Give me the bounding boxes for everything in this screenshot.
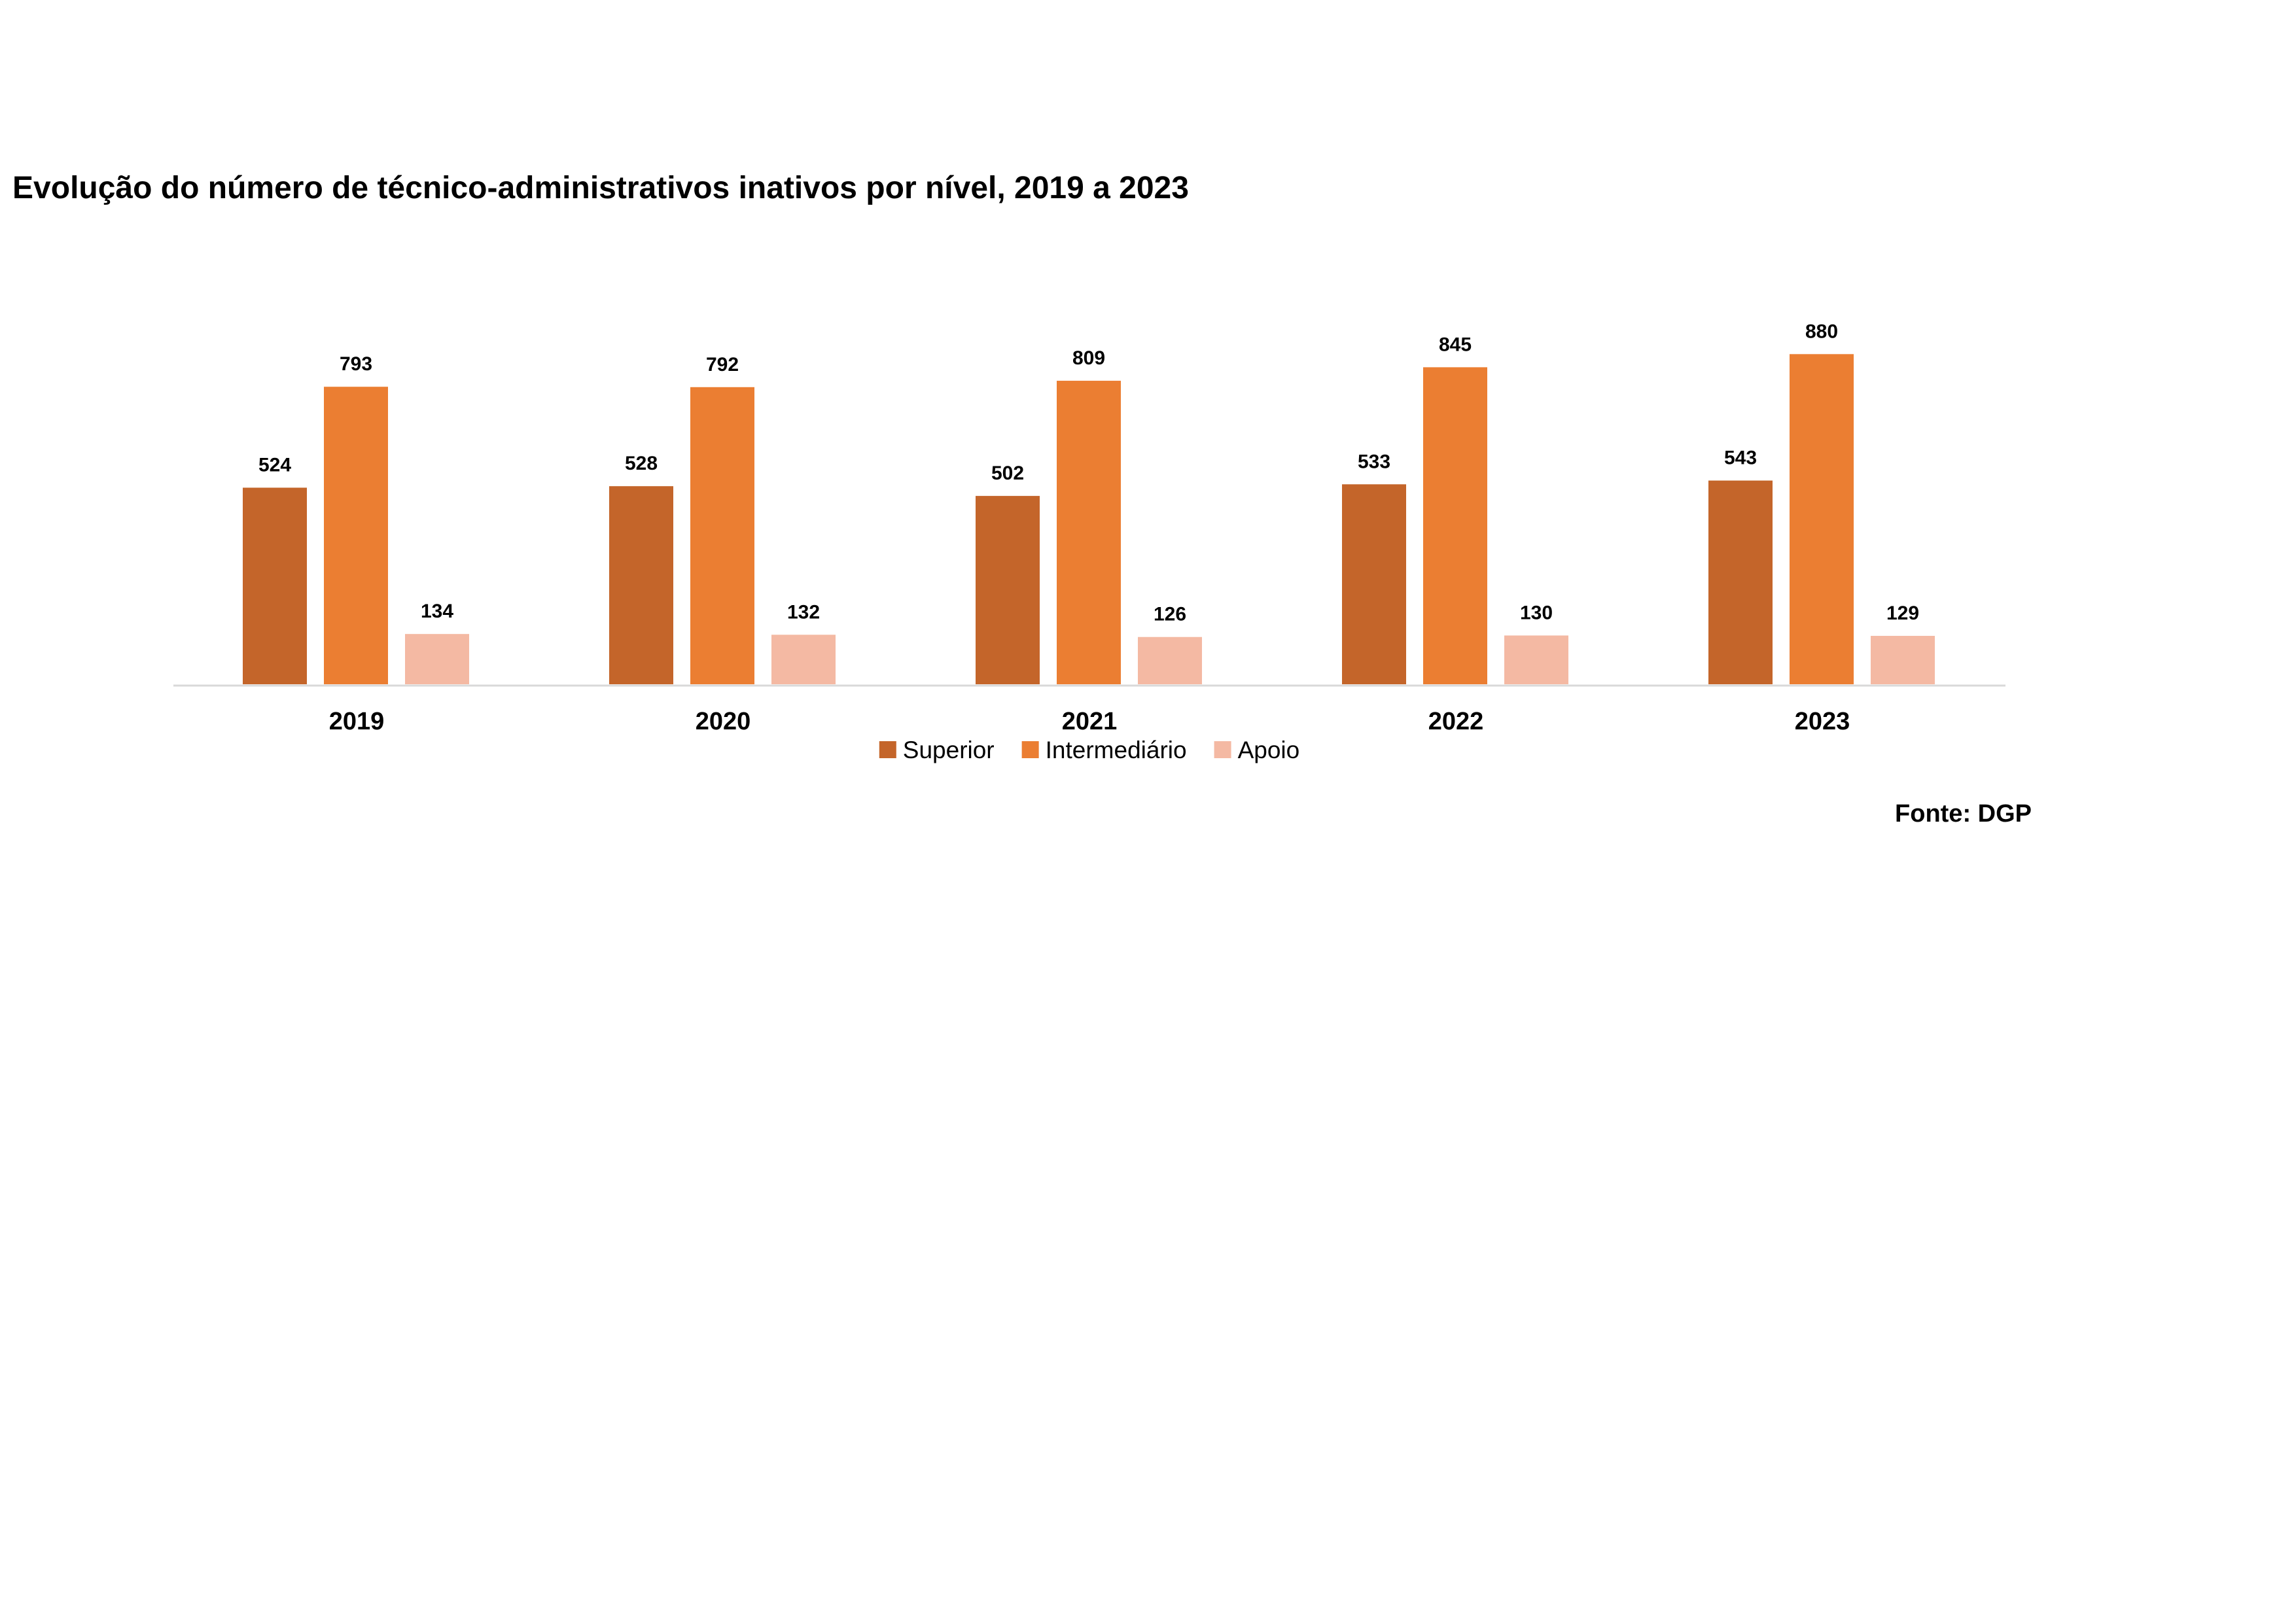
data-label-superior-2023: 543 [1724, 447, 1757, 469]
category-label-2022: 2022 [1428, 708, 1484, 735]
category-label-2019: 2019 [329, 708, 385, 735]
chart-title: Evolução do número de técnico-administra… [12, 171, 1189, 205]
legend-swatch-intermediario [1021, 741, 1039, 758]
bar-intermediario-2019 [324, 387, 388, 684]
bar-superior-2023 [1708, 480, 1773, 684]
legend-swatch-superior [879, 741, 896, 758]
data-label-superior-2022: 533 [1358, 451, 1390, 472]
data-label-apoio-2019: 134 [421, 601, 453, 622]
data-label-apoio-2021: 126 [1154, 604, 1186, 625]
bar-intermediario-2022 [1423, 367, 1487, 684]
bars-group: 524 793 134 528 792 132 502 809 126 533 845 130 543 8… [243, 321, 1935, 684]
data-label-intermediario-2020: 792 [706, 354, 739, 375]
legend-label-superior: Superior [903, 737, 995, 763]
data-label-intermediario-2021: 809 [1072, 347, 1105, 369]
legend: Superior Intermediário Apoio [879, 737, 1299, 763]
bar-apoio-2019 [405, 634, 469, 684]
bar-intermediario-2020 [690, 387, 754, 684]
bar-intermediario-2023 [1790, 354, 1854, 684]
data-label-superior-2021: 502 [991, 462, 1024, 484]
data-label-intermediario-2023: 880 [1805, 321, 1838, 342]
source-note: Fonte: DGP [1895, 800, 2032, 828]
bar-apoio-2021 [1138, 637, 1202, 684]
legend-swatch-apoio [1214, 741, 1231, 758]
legend-label-intermediario: Intermediário [1046, 737, 1187, 763]
bar-superior-2019 [243, 487, 307, 684]
data-label-superior-2020: 528 [625, 453, 658, 474]
data-label-apoio-2022: 130 [1520, 602, 1553, 623]
bar-superior-2022 [1342, 484, 1406, 684]
data-label-apoio-2023: 129 [1886, 602, 1919, 624]
data-label-intermediario-2019: 793 [340, 353, 372, 375]
bar-apoio-2023 [1871, 636, 1935, 684]
data-label-apoio-2020: 132 [787, 601, 820, 623]
data-label-superior-2019: 524 [258, 454, 291, 476]
bar-superior-2020 [609, 486, 673, 684]
bar-intermediario-2021 [1057, 381, 1121, 684]
category-label-2023: 2023 [1795, 708, 1850, 735]
legend-label-apoio: Apoio [1238, 737, 1300, 763]
data-label-intermediario-2022: 845 [1439, 334, 1472, 355]
category-label-2020: 2020 [696, 708, 751, 735]
category-label-2021: 2021 [1062, 708, 1118, 735]
bar-apoio-2022 [1504, 635, 1568, 684]
bar-apoio-2020 [771, 635, 836, 684]
bar-superior-2021 [976, 496, 1040, 684]
category-labels: 2019 2020 2021 2022 2023 [329, 708, 1850, 735]
